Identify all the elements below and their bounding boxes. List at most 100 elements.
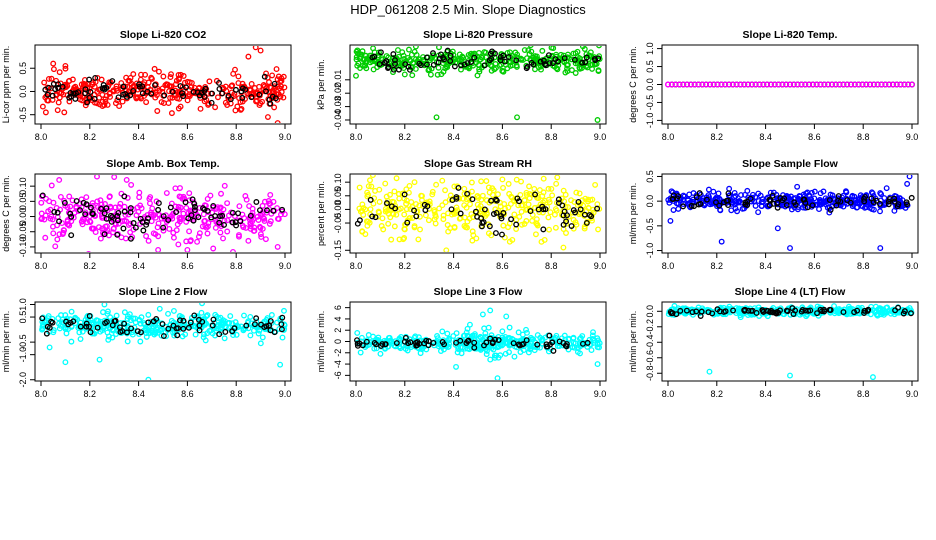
data-point xyxy=(133,212,140,219)
y-axis-label: percent per min. xyxy=(316,181,326,246)
data-point xyxy=(367,177,373,184)
data-point xyxy=(125,222,132,228)
data-point xyxy=(248,81,255,87)
data-point xyxy=(362,62,369,69)
data-point xyxy=(137,338,144,345)
data-point xyxy=(227,313,234,320)
x-tick-label: 8.4 xyxy=(447,389,460,399)
data-point xyxy=(458,350,465,357)
plot-title: Slope Li-820 CO2 xyxy=(120,29,207,41)
data-point xyxy=(68,93,75,100)
data-point xyxy=(671,303,678,309)
data-point xyxy=(537,334,544,341)
data-point xyxy=(188,79,195,86)
x-tick-label: 9.0 xyxy=(279,132,292,142)
x-tick-label: 8.6 xyxy=(808,132,821,142)
data-point xyxy=(732,199,739,206)
data-point xyxy=(257,231,264,238)
data-point xyxy=(48,182,55,189)
y-tick-label: -0.05 xyxy=(333,213,343,234)
data-point xyxy=(369,54,376,61)
data-point xyxy=(271,104,278,111)
data-point xyxy=(210,245,217,252)
data-point xyxy=(862,307,869,314)
data-point xyxy=(199,303,205,307)
data-point xyxy=(532,231,539,238)
data-point xyxy=(583,54,590,61)
data-point xyxy=(155,247,162,252)
data-point xyxy=(120,225,127,232)
data-point xyxy=(261,73,268,80)
data-point xyxy=(469,237,476,244)
x-tick-label: 8.6 xyxy=(496,261,509,271)
data-point xyxy=(224,200,231,207)
data-point xyxy=(67,89,74,96)
data-point xyxy=(402,345,409,352)
data-point xyxy=(771,81,778,88)
data-point xyxy=(86,76,93,83)
data-point xyxy=(247,223,254,230)
data-point xyxy=(230,248,236,252)
data-point xyxy=(563,230,569,236)
data-point xyxy=(252,323,259,330)
data-point xyxy=(474,213,481,220)
data-point xyxy=(204,230,211,237)
data-point xyxy=(582,59,589,66)
data-point xyxy=(201,94,208,100)
data-point xyxy=(83,194,90,201)
data-point xyxy=(58,90,65,97)
data-point xyxy=(115,209,122,216)
data-point xyxy=(787,81,793,88)
data-point xyxy=(472,208,479,215)
data-point xyxy=(359,201,366,208)
x-tick-label: 8.2 xyxy=(399,132,412,142)
x-tick-label: 9.0 xyxy=(594,132,607,142)
data-point xyxy=(146,330,153,337)
data-point xyxy=(145,237,152,244)
plot-frame xyxy=(34,301,292,382)
data-point xyxy=(102,96,109,103)
data-point xyxy=(430,61,437,68)
data-point xyxy=(175,75,182,82)
data-point xyxy=(745,81,752,88)
data-point xyxy=(271,80,278,87)
data-point xyxy=(68,213,75,220)
data-point xyxy=(689,309,696,316)
data-point xyxy=(42,86,49,93)
data-point xyxy=(224,228,231,235)
data-point xyxy=(159,85,166,92)
data-point xyxy=(413,213,420,220)
data-point xyxy=(66,193,73,200)
plot-title: Slope Li-820 Temp. xyxy=(743,29,838,41)
data-point xyxy=(173,227,180,234)
data-point xyxy=(690,311,696,318)
data-point xyxy=(463,204,470,211)
data-point xyxy=(787,372,793,379)
data-point xyxy=(123,176,130,183)
data-point xyxy=(370,66,377,73)
data-point xyxy=(514,195,521,202)
data-point xyxy=(402,334,409,341)
data-point xyxy=(404,55,411,61)
x-tick-label: 8.6 xyxy=(808,389,821,399)
data-point xyxy=(550,46,557,52)
data-point xyxy=(813,81,820,88)
data-point xyxy=(98,76,105,83)
data-point xyxy=(232,86,239,93)
data-point xyxy=(868,206,875,212)
data-point xyxy=(450,333,457,339)
data-point xyxy=(741,81,748,88)
data-point xyxy=(114,217,121,224)
data-point xyxy=(457,344,464,351)
data-point xyxy=(454,207,461,214)
data-point xyxy=(546,60,553,67)
data-point xyxy=(267,191,274,198)
data-point xyxy=(416,202,423,209)
x-tick-label: 8.6 xyxy=(808,261,821,271)
data-point xyxy=(48,213,55,220)
data-point xyxy=(150,230,157,237)
data-point xyxy=(363,218,370,225)
data-point xyxy=(401,211,408,218)
data-point xyxy=(212,224,219,231)
data-point xyxy=(153,318,160,325)
